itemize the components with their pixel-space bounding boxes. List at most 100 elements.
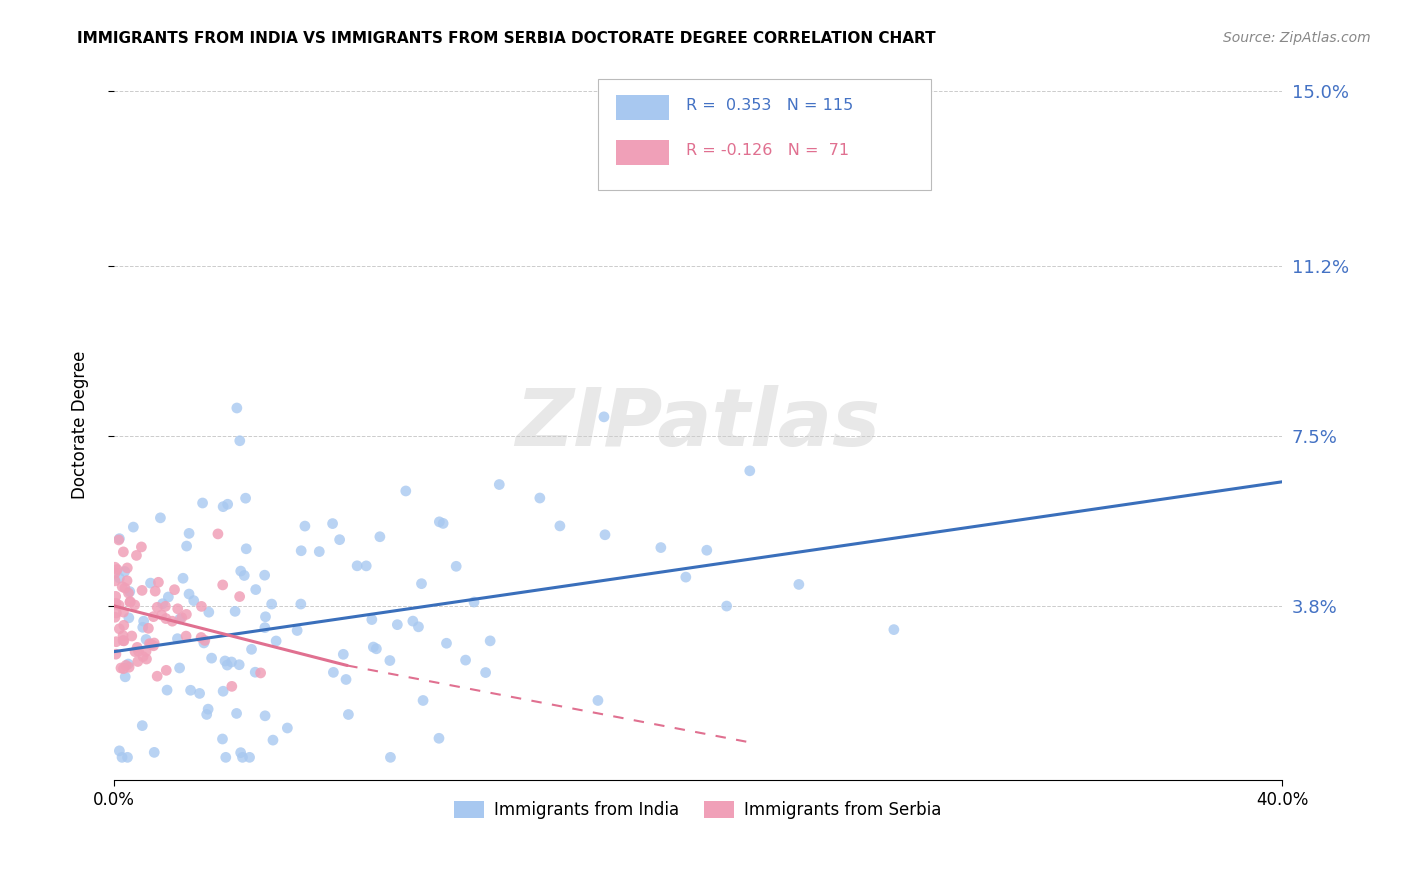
Point (193, 636, 215, 650)
Point (162, 614, 184, 628)
Point (195, 707, 218, 722)
Point (190, 599, 212, 614)
Point (474, 665, 496, 680)
Point (180, 683, 202, 698)
Point (436, 636, 458, 650)
Point (127, 655, 149, 669)
Point (138, 637, 160, 651)
Point (143, 745, 166, 759)
Point (166, 632, 188, 646)
Point (322, 516, 344, 531)
Point (479, 633, 502, 648)
Point (335, 673, 357, 687)
Point (183, 593, 205, 607)
Point (112, 662, 135, 676)
Point (294, 519, 316, 533)
Point (114, 581, 136, 595)
Point (229, 564, 252, 578)
Point (225, 401, 247, 415)
Point (228, 590, 250, 604)
Point (108, 622, 131, 636)
Point (104, 566, 127, 580)
Point (675, 570, 697, 584)
Point (716, 599, 738, 613)
Point (112, 633, 135, 648)
Point (387, 617, 409, 632)
Point (235, 541, 257, 556)
Point (212, 684, 235, 698)
Point (217, 497, 239, 511)
Point (408, 620, 430, 634)
Point (217, 658, 239, 673)
Point (114, 670, 136, 684)
Point (245, 582, 267, 597)
Point (285, 624, 308, 638)
Point (221, 655, 243, 669)
Point (157, 590, 180, 604)
Point (121, 629, 143, 643)
Point (738, 464, 761, 478)
Point (276, 721, 298, 735)
Point (131, 540, 153, 554)
Point (262, 733, 284, 747)
Point (105, 562, 128, 576)
Point (125, 549, 148, 563)
Point (463, 595, 485, 609)
Point (432, 516, 454, 531)
Point (360, 613, 382, 627)
Point (108, 571, 131, 585)
Point (104, 560, 127, 574)
Point (368, 530, 391, 544)
FancyBboxPatch shape (599, 79, 931, 189)
Point (229, 746, 252, 760)
Point (194, 633, 217, 648)
Point (105, 606, 128, 620)
Point (104, 597, 127, 611)
Point (224, 604, 246, 618)
Point (105, 634, 128, 648)
Point (117, 561, 139, 575)
Point (176, 539, 198, 553)
Text: IMMIGRANTS FROM INDIA VS IMMIGRANTS FROM SERBIA DOCTORATE DEGREE CORRELATION CHA: IMMIGRANTS FROM INDIA VS IMMIGRANTS FROM… (77, 31, 936, 46)
Point (112, 633, 135, 648)
Point (215, 750, 238, 764)
Point (249, 665, 271, 680)
Point (235, 491, 257, 506)
Point (124, 598, 146, 612)
Point (253, 568, 276, 582)
Point (163, 582, 186, 597)
Point (290, 597, 312, 611)
Point (238, 750, 260, 764)
Point (191, 496, 214, 510)
Point (696, 543, 718, 558)
Point (107, 533, 129, 547)
Point (650, 541, 672, 555)
Point (150, 607, 173, 622)
Point (108, 598, 131, 612)
Point (152, 597, 174, 611)
Point (172, 571, 194, 585)
Point (131, 583, 153, 598)
Point (214, 654, 236, 668)
Point (124, 645, 146, 659)
Point (254, 708, 277, 723)
Point (104, 647, 127, 661)
Point (593, 409, 616, 424)
Point (363, 640, 385, 654)
Point (104, 610, 127, 624)
Point (155, 663, 177, 677)
Point (174, 629, 197, 643)
Point (190, 631, 212, 645)
Point (139, 637, 162, 651)
Point (132, 620, 155, 634)
Point (112, 618, 135, 632)
Point (787, 577, 810, 591)
Point (412, 693, 434, 707)
Point (593, 528, 616, 542)
Point (156, 683, 179, 698)
Point (146, 600, 169, 615)
Point (135, 652, 157, 666)
Bar (616, 95, 668, 120)
Point (127, 640, 149, 655)
Point (169, 661, 191, 675)
